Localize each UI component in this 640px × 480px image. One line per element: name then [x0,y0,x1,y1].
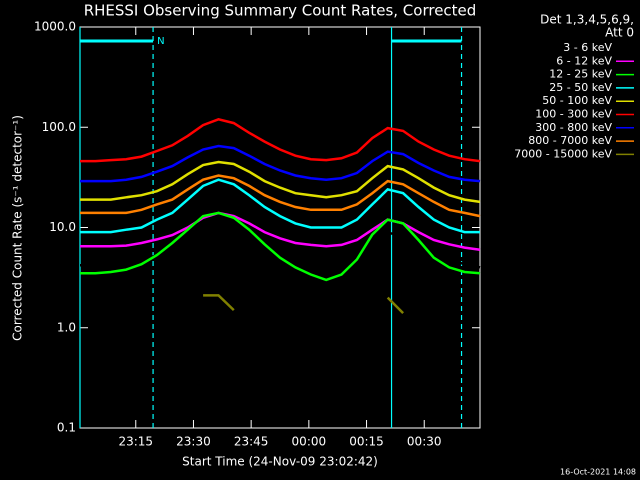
x-tick-label: 23:30 [176,435,211,449]
y-tick-label: 1000.0 [34,20,76,34]
legend-label: 25 - 50 keV [549,81,612,94]
legend-label: 50 - 100 keV [542,94,612,107]
legend-label: 6 - 12 keV [556,54,612,67]
series-line [80,160,481,204]
x-tick-label: 23:15 [118,435,153,449]
series-line [80,117,481,163]
x-tick-label: 00:15 [349,435,384,449]
legend-label: 800 - 7000 keV [528,134,612,147]
x-tick-label: 00:00 [292,435,327,449]
legend-label: 12 - 25 keV [549,68,612,81]
x-axis-label: Start Time (24-Nov-09 23:02:42) [182,455,378,469]
y-tick-label: 100.0 [42,120,76,134]
series-line [80,211,481,282]
x-tick-label: 00:30 [407,435,442,449]
legend-label: 7000 - 15000 keV [514,147,612,160]
legend-header: Det 1,3,4,5,6,9, [540,13,634,27]
series-line [80,178,480,234]
interval-label: N [157,36,164,47]
series-line [80,226,481,269]
legend-header: Att 0 [605,26,634,40]
legend-label: 3 - 6 keV [563,41,612,54]
y-tick-label: 0.1 [57,421,76,435]
legend-label: 300 - 800 keV [535,121,612,134]
y-tick-label: 10.0 [49,220,76,234]
series-line [203,294,404,314]
series-line [80,174,481,218]
x-tick-label: 23:45 [234,435,269,449]
y-tick-label: 1.0 [57,320,76,334]
legend-label: 100 - 300 keV [535,108,612,121]
timestamp: 16-Oct-2021 14:08 [560,468,636,477]
series-line [80,211,481,251]
chart-title: RHESSI Observing Summary Count Rates, Co… [84,2,477,20]
series-line [80,144,481,183]
y-axis-label: Corrected Count Rate (s⁻¹ detector⁻¹) [11,115,25,341]
